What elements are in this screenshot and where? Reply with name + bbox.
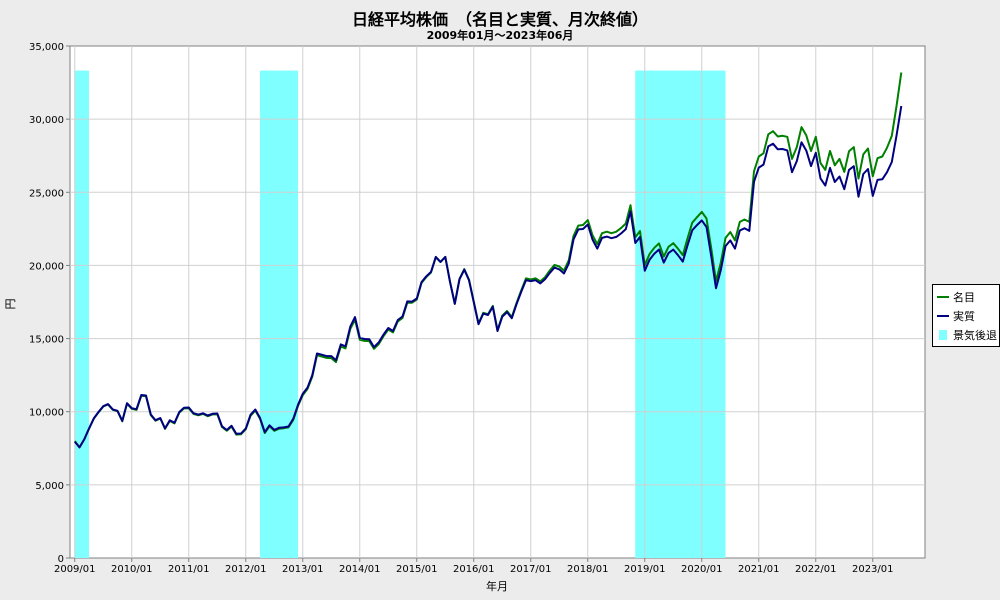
legend-label-nominal: 名目 [953,290,975,304]
legend-swatch-nominal [937,295,949,298]
y-tick-label: 20,000 [29,261,64,272]
y-tick-label: 35,000 [29,42,64,53]
y-axis-label: 円 [4,299,17,310]
y-tick-label: 25,000 [29,188,64,199]
x-tick-label: 2023/01 [852,564,894,575]
x-tick-label: 2019/01 [624,564,666,575]
legend-label-real: 実質 [953,309,975,323]
legend-swatch-recession [939,329,947,340]
legend-swatch-real [937,314,949,317]
recession-band [260,70,298,559]
y-tick-label: 5,000 [35,481,64,492]
y-tick-label: 10,000 [29,408,64,419]
x-axis-label: 年月 [486,579,508,593]
x-tick-label: 2009/01 [54,564,96,575]
recession-band [635,70,726,559]
plot-area [69,45,926,559]
x-tick-label: 2017/01 [510,564,552,575]
x-tick-label: 2014/01 [339,564,381,575]
legend-item-recession: 景気後退 [933,325,999,344]
x-tick-label: 2022/01 [795,564,837,575]
y-tick-label: 0 [58,554,64,565]
x-tick-label: 2013/01 [282,564,324,575]
x-tick-label: 2015/01 [396,564,438,575]
x-tick-label: 2021/01 [738,564,780,575]
y-tick-label: 30,000 [29,115,64,126]
y-tick-label: 15,000 [29,335,64,346]
chart-title: 日経平均株価 （名目と実質、月次終値） [351,10,648,29]
legend: 名目 実質 景気後退 [932,284,1000,347]
x-tick-label: 2010/01 [111,564,153,575]
x-tick-label: 2018/01 [567,564,609,575]
x-tick-label: 2012/01 [225,564,267,575]
series-line-real [74,105,903,449]
legend-item-real: 実質 [933,306,999,325]
x-tick-label: 2020/01 [681,564,723,575]
legend-label-recession: 景気後退 [953,328,997,342]
legend-item-nominal: 名目 [933,287,999,306]
x-tick-label: 2011/01 [168,564,210,575]
chart-subtitle: 2009年01月～2023年06月 [426,29,574,42]
x-tick-label: 2016/01 [453,564,495,575]
